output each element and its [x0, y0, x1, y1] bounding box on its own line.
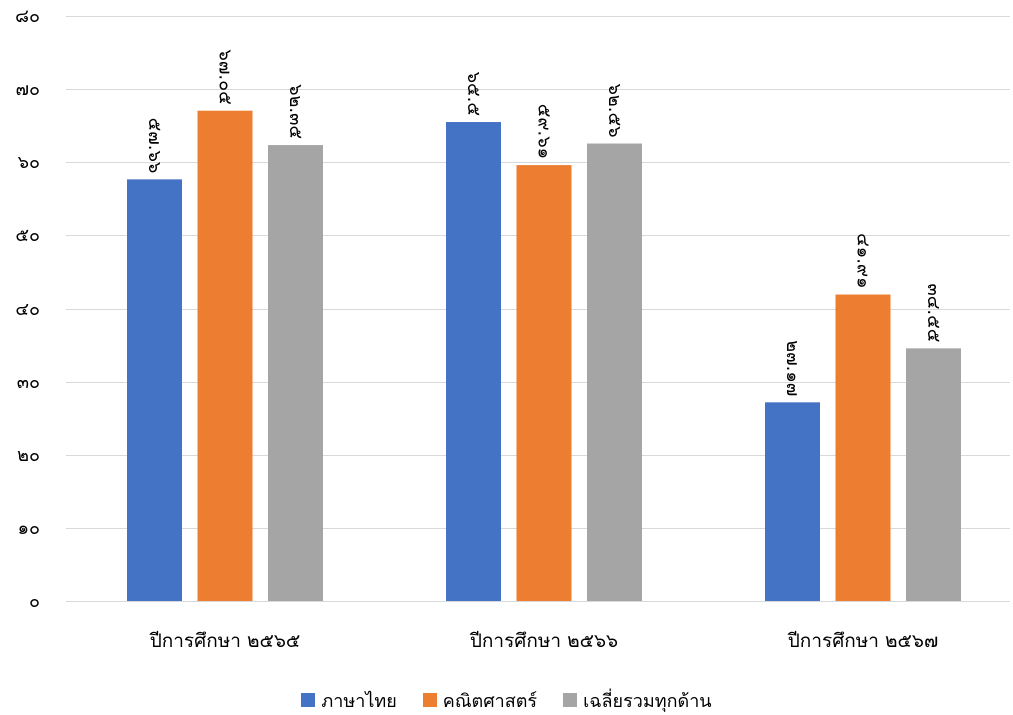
data-label-series-3-cat-1: ๖๒.๓๕ [285, 84, 306, 139]
x-category-label-3: ปีการศึกษา ๒๕๖๗ [787, 630, 938, 652]
bar-series-2-cat-3 [835, 294, 891, 601]
x-category-label-2: ปีการศึกษา ๒๕๖๖ [469, 630, 618, 652]
data-label-series-2-cat-2: ๕๙.๖๑ [534, 104, 555, 159]
bar-series-1-cat-2 [446, 122, 501, 601]
legend-label-series-2: คณิตศาสตร์ [442, 690, 538, 712]
bar-series-1-cat-3 [765, 402, 820, 601]
legend-swatch-series-3 [563, 693, 578, 707]
data-label-series-3-cat-3: ๓๔.๕๕ [923, 283, 944, 342]
y-tick-label: ๔๐ [15, 299, 40, 320]
data-label-series-3-cat-2: ๖๒.๕๖ [604, 83, 625, 137]
bar-series-3-cat-3 [906, 348, 961, 601]
legend-swatch-series-1 [301, 693, 316, 707]
y-tick-label: ๖๐ [18, 152, 40, 173]
y-tick-label: ๗๐ [15, 79, 40, 100]
y-tick-label: ๑๐ [18, 518, 40, 539]
y-tick-label: ๘๐ [15, 6, 40, 27]
x-axis-category-labels: ปีการศึกษา ๒๕๖๕ ปีการศึกษา ๒๕๖๖ ปีการศึกษา… [149, 630, 938, 652]
y-axis-tick-labels: ๐ ๑๐ ๒๐ ๓๐ ๔๐ ๕๐ ๖๐ ๗๐ ๘๐ [15, 6, 40, 612]
data-label-series-2-cat-3: ๔๑.๙๑ [853, 233, 874, 288]
legend-item-series-3: เฉลี่ยรวมทุกด้าน [563, 686, 712, 715]
x-category-label-1: ปีการศึกษา ๒๕๖๕ [149, 630, 300, 652]
bars [127, 110, 961, 602]
bar-series-3-cat-1 [268, 145, 323, 602]
data-label-series-1-cat-3: ๒๗.๑๗ [782, 340, 803, 396]
legend: ภาษาไทย คณิตศาสตร์ เฉลี่ยรวมทุกด้าน [0, 686, 1013, 714]
legend-swatch-series-2 [422, 693, 437, 707]
legend-item-series-1: ภาษาไทย [301, 686, 397, 715]
data-label-series-2-cat-1: ๖๗.๐๕ [215, 49, 236, 104]
data-label-series-1-cat-2: ๖๕.๕ [463, 72, 484, 116]
y-tick-label: ๒๐ [17, 445, 40, 466]
y-tick-label: ๓๐ [17, 372, 40, 393]
y-tick-label: ๐ [29, 591, 40, 612]
bar-series-2-cat-2 [516, 165, 572, 601]
data-label-series-1-cat-1: ๕๗.๖๖ [144, 118, 165, 174]
legend-item-series-2: คณิตศาสตร์ [422, 686, 538, 715]
legend-label-series-1: ภาษาไทย [321, 690, 397, 712]
bar-series-2-cat-1 [197, 110, 253, 602]
legend-label-series-3: เฉลี่ยรวมทุกด้าน [583, 690, 712, 712]
y-tick-label: ๕๐ [15, 225, 40, 246]
bar-series-1-cat-1 [127, 179, 182, 601]
bar-series-3-cat-2 [587, 143, 642, 601]
